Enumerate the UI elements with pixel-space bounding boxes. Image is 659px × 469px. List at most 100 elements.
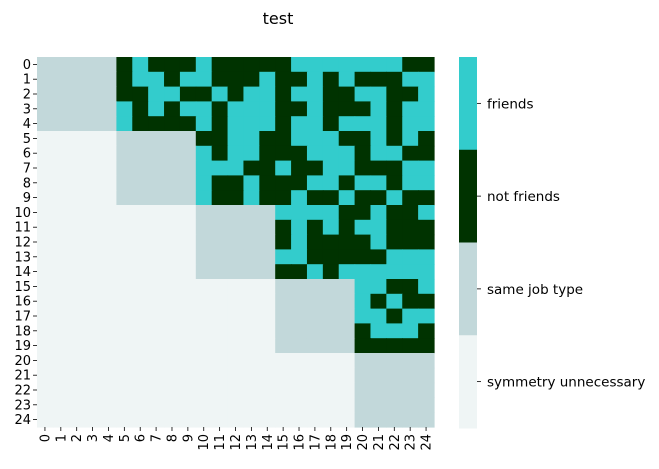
heatmap-cell — [354, 353, 372, 369]
heatmap-cell — [402, 234, 419, 250]
heatmap-cell — [275, 57, 292, 73]
heatmap-cell — [132, 57, 149, 73]
heatmap-cell — [37, 101, 54, 117]
heatmap-cell — [52, 397, 70, 413]
heatmap-cell — [275, 71, 292, 88]
heatmap-cell — [418, 145, 435, 162]
heatmap-cell — [386, 86, 403, 102]
heatmap-cell — [195, 382, 213, 398]
heatmap-cell — [275, 293, 292, 310]
heatmap-cell — [386, 397, 403, 413]
y-tick-label: 1 — [23, 73, 31, 88]
heatmap-cell — [132, 264, 149, 280]
heatmap-cell — [37, 382, 54, 398]
heatmap-cell — [37, 57, 54, 73]
heatmap-cell — [275, 86, 292, 102]
x-tick-label: 8 — [165, 434, 180, 442]
heatmap-cell — [402, 382, 419, 398]
heatmap-cell — [211, 101, 229, 117]
heatmap-cell — [164, 234, 181, 250]
heatmap-cell — [322, 293, 340, 310]
heatmap-cell — [68, 308, 86, 324]
heatmap-cell — [52, 131, 70, 147]
heatmap-cell — [211, 86, 229, 102]
x-tick-label: 10 — [197, 434, 212, 451]
heatmap-cell — [370, 412, 387, 428]
heatmap-cell — [164, 338, 181, 354]
heatmap-cell — [84, 367, 102, 384]
heatmap-cell — [132, 71, 149, 88]
heatmap-cell — [211, 264, 229, 280]
heatmap-cell — [402, 367, 419, 384]
heatmap-cell — [164, 145, 181, 162]
heatmap-cell — [148, 279, 165, 295]
heatmap-cell — [179, 234, 197, 250]
heatmap-cell — [211, 190, 229, 206]
heatmap-cell — [259, 293, 276, 310]
heatmap-cell — [195, 131, 213, 147]
y-tick-label: 10 — [14, 206, 31, 221]
heatmap-cell — [227, 308, 245, 324]
heatmap-cell — [179, 293, 197, 310]
heatmap-cell — [243, 234, 260, 250]
heatmap-cell — [259, 382, 276, 398]
heatmap-cell — [179, 175, 197, 191]
heatmap-cell — [52, 101, 70, 117]
heatmap-cell — [402, 279, 419, 295]
heatmap-cell — [52, 412, 70, 428]
x-tick-label: 20 — [356, 434, 371, 451]
heatmap-cell — [259, 145, 276, 162]
heatmap-cell — [402, 219, 419, 236]
heatmap-cell — [338, 57, 356, 73]
heatmap-cell — [354, 338, 372, 354]
heatmap-cell — [164, 264, 181, 280]
heatmap-cell — [354, 145, 372, 162]
y-tick-label: 12 — [14, 236, 31, 251]
colorbar-label: symmetry unnecessary — [487, 375, 645, 391]
heatmap-cell — [100, 338, 117, 354]
heatmap-cell — [322, 145, 340, 162]
heatmap-cell — [227, 101, 245, 117]
heatmap-cell — [227, 175, 245, 191]
heatmap-cell — [52, 57, 70, 73]
heatmap-cell — [227, 382, 245, 398]
heatmap-cell — [418, 101, 435, 117]
heatmap-cell — [322, 71, 340, 88]
heatmap-cell — [418, 264, 435, 280]
heatmap-cell — [291, 86, 308, 102]
x-tick-label: 7 — [150, 434, 165, 442]
heatmap-cell — [243, 264, 260, 280]
heatmap-cell — [116, 160, 133, 176]
heatmap-cell — [338, 205, 356, 221]
heatmap-cell — [100, 264, 117, 280]
heatmap-cell — [243, 293, 260, 310]
heatmap-cell — [84, 234, 102, 250]
heatmap-cell — [275, 101, 292, 117]
heatmap-cell — [179, 101, 197, 117]
heatmap-cell — [402, 131, 419, 147]
heatmap-cell — [52, 279, 70, 295]
heatmap-cell — [84, 71, 102, 88]
heatmap-cell — [132, 219, 149, 236]
heatmap-cell — [306, 57, 324, 73]
heatmap-cell — [68, 116, 86, 132]
colorbar-segment — [459, 57, 477, 151]
heatmap-cell — [275, 160, 292, 176]
heatmap-cell — [116, 279, 133, 295]
heatmap-cell — [418, 57, 435, 73]
heatmap-cell — [370, 86, 387, 102]
heatmap-cell — [275, 279, 292, 295]
heatmap-cell — [370, 234, 387, 250]
heatmap-cell — [37, 279, 54, 295]
heatmap-cell — [338, 190, 356, 206]
heatmap-cell — [243, 116, 260, 132]
heatmap-cell — [132, 175, 149, 191]
heatmap-cell — [164, 412, 181, 428]
heatmap-cell — [243, 279, 260, 295]
heatmap-cell — [132, 412, 149, 428]
y-tick-label: 15 — [14, 280, 31, 295]
heatmap-cell — [243, 397, 260, 413]
heatmap-cell — [195, 338, 213, 354]
heatmap-cell — [164, 323, 181, 339]
heatmap-cell — [84, 205, 102, 221]
